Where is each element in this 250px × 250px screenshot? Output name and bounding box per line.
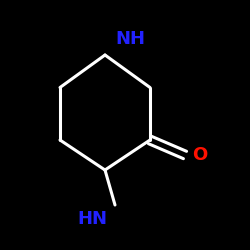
Text: HN: HN bbox=[78, 210, 108, 228]
Text: O: O bbox=[192, 146, 208, 164]
Text: NH: NH bbox=[115, 30, 145, 48]
